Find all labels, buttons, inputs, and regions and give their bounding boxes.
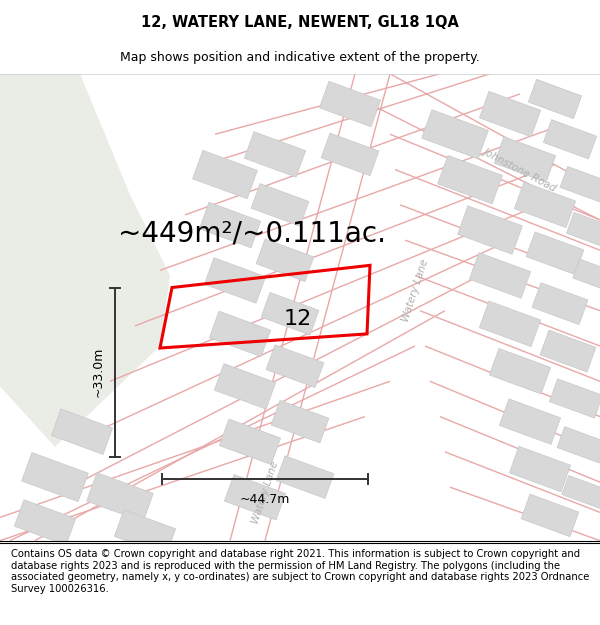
Polygon shape [220, 419, 281, 464]
Polygon shape [490, 349, 551, 394]
Polygon shape [562, 476, 600, 509]
Polygon shape [422, 110, 488, 159]
Text: ~449m²/~0.111ac.: ~449m²/~0.111ac. [118, 219, 386, 247]
Polygon shape [244, 132, 305, 177]
Text: Contains OS data © Crown copyright and database right 2021. This information is : Contains OS data © Crown copyright and d… [11, 549, 589, 594]
Polygon shape [319, 81, 380, 127]
Polygon shape [557, 427, 600, 463]
Polygon shape [214, 364, 275, 409]
Text: 12, WATERY LANE, NEWENT, GL18 1QA: 12, WATERY LANE, NEWENT, GL18 1QA [141, 14, 459, 29]
Polygon shape [199, 202, 260, 248]
Polygon shape [540, 330, 596, 372]
Polygon shape [566, 213, 600, 248]
Polygon shape [86, 472, 154, 522]
Text: Watery Lane: Watery Lane [250, 459, 280, 525]
Polygon shape [458, 206, 523, 254]
Polygon shape [479, 91, 541, 137]
Polygon shape [526, 232, 584, 274]
Polygon shape [209, 311, 271, 357]
Polygon shape [52, 409, 113, 454]
Polygon shape [550, 379, 600, 418]
Polygon shape [560, 166, 600, 203]
Polygon shape [529, 79, 581, 119]
Polygon shape [321, 133, 379, 176]
Text: Map shows position and indicative extent of the property.: Map shows position and indicative extent… [120, 51, 480, 64]
Text: ~33.0m: ~33.0m [92, 347, 105, 398]
Polygon shape [193, 151, 257, 199]
Text: 12: 12 [283, 309, 311, 329]
Polygon shape [544, 119, 596, 159]
Polygon shape [14, 500, 76, 545]
Polygon shape [509, 446, 571, 492]
Text: Johnstone Road: Johnstone Road [482, 146, 558, 193]
Text: ~44.7m: ~44.7m [240, 493, 290, 506]
Polygon shape [437, 156, 502, 204]
Polygon shape [499, 399, 560, 444]
Polygon shape [205, 258, 266, 303]
Polygon shape [224, 474, 286, 520]
Polygon shape [115, 510, 176, 555]
Polygon shape [266, 345, 324, 388]
Polygon shape [22, 452, 88, 502]
Polygon shape [514, 182, 575, 228]
Polygon shape [0, 74, 170, 447]
Polygon shape [532, 282, 588, 324]
Polygon shape [521, 494, 579, 537]
Polygon shape [256, 239, 314, 282]
Polygon shape [276, 456, 334, 498]
Text: Watery Lane: Watery Lane [400, 258, 430, 323]
Polygon shape [271, 401, 329, 443]
Polygon shape [494, 137, 556, 182]
Polygon shape [261, 292, 319, 335]
Polygon shape [573, 259, 600, 292]
Polygon shape [251, 184, 309, 226]
Polygon shape [479, 301, 541, 347]
Polygon shape [469, 253, 530, 298]
